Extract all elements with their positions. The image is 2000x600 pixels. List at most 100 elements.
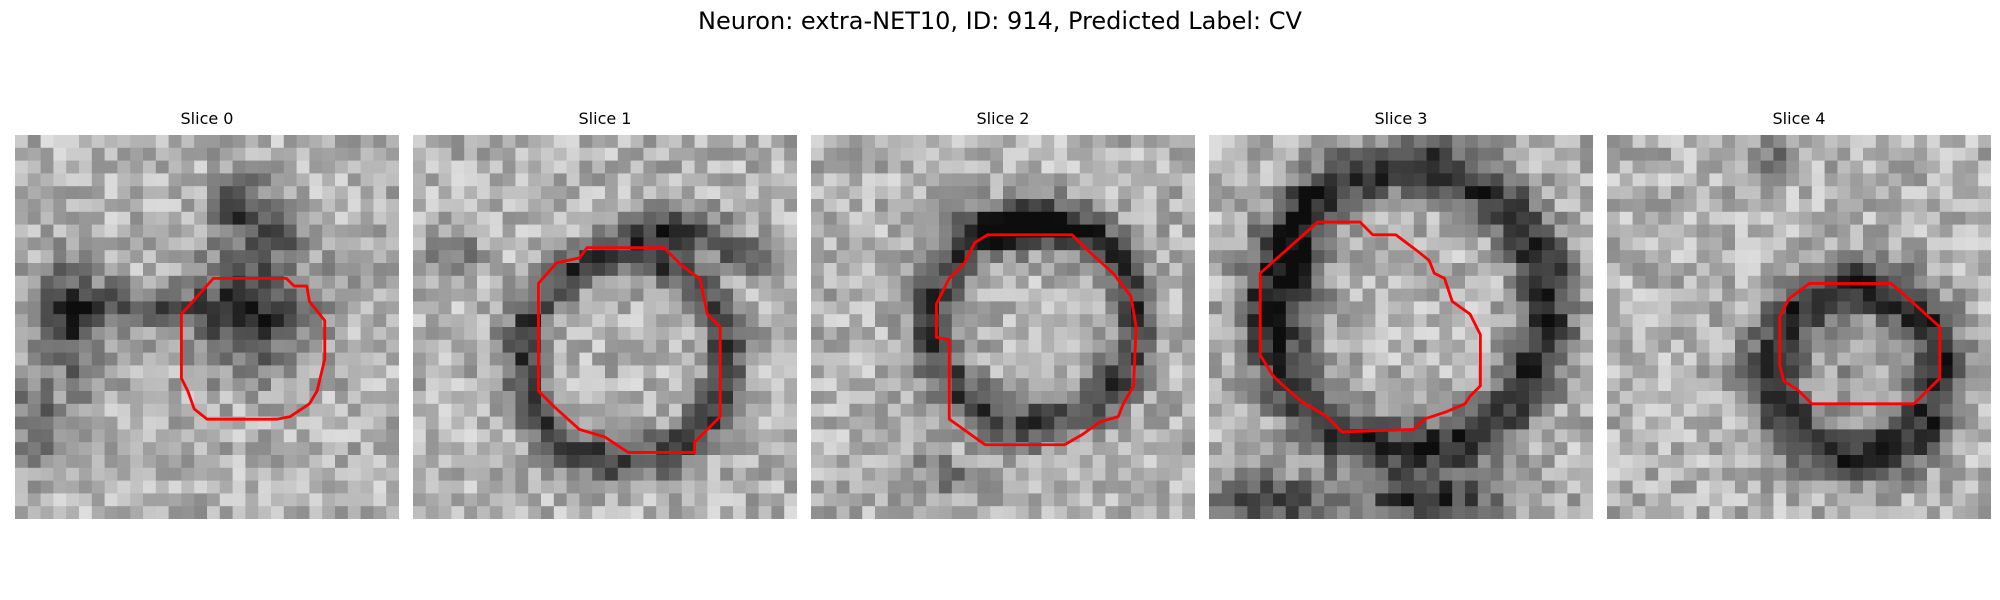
pixel-cell	[1952, 327, 1967, 341]
pixel-cell	[592, 199, 606, 213]
pixel-cell	[1760, 493, 1775, 507]
pixel-cell	[168, 480, 183, 495]
pixel-cell	[155, 442, 170, 456]
pixel-cell	[926, 480, 940, 495]
pixel-cell	[1965, 352, 1979, 367]
pixel-cell	[771, 288, 785, 303]
pixel-cell	[451, 186, 465, 200]
pixel-cell	[1054, 327, 1068, 341]
pixel-cell	[27, 314, 42, 328]
pixel-cell	[1965, 429, 1979, 443]
pixel-cell	[1888, 467, 1903, 482]
pixel-cell	[1273, 442, 1287, 456]
pixel-cell	[1850, 263, 1864, 277]
pixel-cell	[1337, 288, 1351, 303]
pixel-cell	[1079, 147, 1094, 162]
pixel-cell	[1298, 327, 1313, 341]
pixel-cell	[1003, 237, 1017, 251]
pixel-cell	[1439, 429, 1453, 443]
pixel-cell	[1645, 263, 1659, 277]
pixel-cell	[1169, 365, 1183, 379]
pixel-cell	[79, 250, 93, 264]
pixel-cell	[592, 378, 606, 392]
pixel-cell	[1554, 480, 1569, 495]
pixel-cell	[15, 442, 29, 456]
pixel-cell	[104, 352, 119, 367]
pixel-cell	[1632, 199, 1647, 213]
pixel-cell	[1439, 442, 1453, 456]
pixel-cell	[360, 506, 375, 519]
pixel-cell	[1003, 403, 1017, 418]
pixel-cell	[1927, 135, 1941, 149]
pixel-cell	[335, 378, 349, 392]
pixel-cell	[1311, 160, 1325, 175]
pixel-cell	[862, 493, 876, 507]
pixel-cell	[181, 442, 195, 456]
pixel-cell	[1311, 199, 1325, 213]
pixel-cell	[1054, 275, 1068, 290]
pixel-cell	[1311, 275, 1325, 290]
pixel-cell	[862, 275, 876, 290]
pixel-cell	[1722, 506, 1736, 519]
pixel-cell	[1209, 237, 1223, 251]
pixel-cell	[694, 493, 709, 507]
pixel-cell	[1273, 186, 1287, 200]
pixel-cell	[707, 160, 721, 175]
pixel-cell	[681, 160, 696, 175]
pixel-cell	[309, 135, 323, 149]
pixel-cell	[335, 391, 349, 405]
pixel-cell	[1632, 480, 1647, 495]
pixel-cell	[1580, 455, 1593, 469]
pixel-cell	[926, 211, 940, 226]
pixel-cell	[386, 506, 399, 519]
pixel-cell	[207, 160, 221, 175]
pixel-cell	[245, 301, 259, 315]
pixel-cell	[1567, 211, 1581, 226]
pixel-cell	[1156, 135, 1171, 149]
pixel-cell	[605, 403, 619, 418]
pixel-cell	[258, 160, 272, 175]
pixel-cell	[1041, 455, 1055, 469]
pixel-cell	[53, 352, 67, 367]
pixel-cell	[1105, 506, 1119, 519]
pixel-cell	[1465, 467, 1479, 482]
pixel-cell	[386, 263, 399, 277]
pixel-cell	[951, 467, 966, 482]
pixel-cell	[1747, 173, 1762, 187]
pixel-cell	[643, 301, 657, 315]
pixel-cell	[681, 416, 696, 431]
pixel-cell	[1850, 301, 1864, 315]
pixel-cell	[245, 506, 259, 519]
pixel-cell	[1632, 275, 1647, 290]
pixel-cell	[758, 288, 773, 303]
pixel-cell	[811, 352, 825, 367]
pixel-cell	[707, 237, 721, 251]
pixel-cell	[1696, 211, 1711, 226]
pixel-cell	[1773, 416, 1787, 431]
pixel-cell	[1426, 467, 1441, 482]
pixel-cell	[1786, 275, 1800, 290]
pixel-cell	[245, 147, 259, 162]
pixel-cell	[1092, 160, 1107, 175]
pixel-cell	[91, 455, 106, 469]
pixel-cell	[926, 467, 940, 482]
pixel-cell	[1914, 275, 1928, 290]
pixel-cell	[1079, 160, 1094, 175]
pixel-cell	[681, 506, 696, 519]
pixel-cell	[1850, 352, 1864, 367]
pixel-cell	[373, 314, 387, 328]
pixel-cell	[1786, 365, 1800, 379]
pixel-cell	[1209, 416, 1223, 431]
pixel-cell	[836, 480, 851, 495]
pixel-cell	[425, 263, 440, 277]
pixel-cell	[1452, 339, 1466, 354]
pixel-cell	[1015, 403, 1030, 418]
pixel-cell	[1092, 263, 1107, 277]
pixel-cell	[977, 480, 991, 495]
pixel-cell	[1516, 314, 1530, 328]
pixel-cell	[360, 480, 375, 495]
pixel-cell	[1285, 263, 1300, 277]
pixel-cell	[669, 493, 683, 507]
pixel-cell	[1683, 135, 1698, 149]
pixel-cell	[1285, 429, 1300, 443]
